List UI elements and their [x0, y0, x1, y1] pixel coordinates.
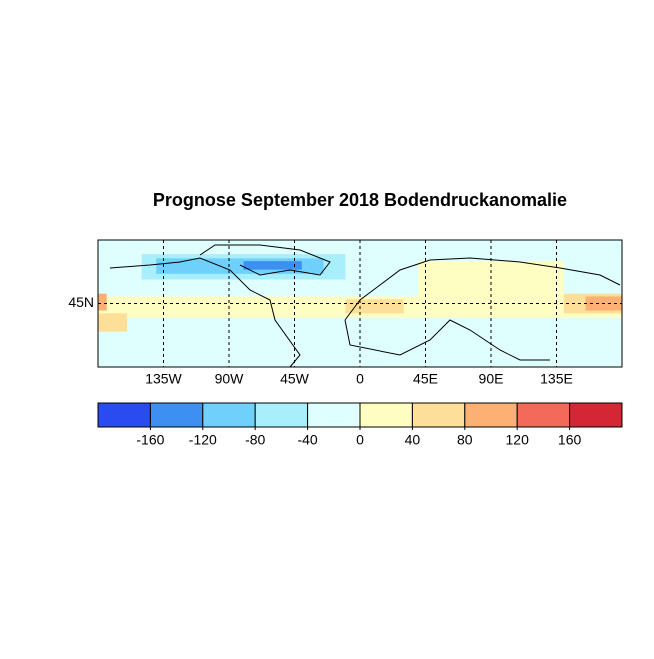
anomaly-patch	[418, 324, 477, 360]
colorbar-label: 120	[506, 432, 530, 448]
x-tick-label: 90E	[479, 371, 504, 387]
anomaly-patch	[345, 299, 404, 314]
anomaly-patch	[98, 293, 107, 311]
anomaly-patch	[243, 261, 302, 270]
y-tick-label: 45N	[68, 294, 94, 310]
colorbar-label: 40	[405, 432, 421, 448]
x-tick-label: 135E	[540, 371, 573, 387]
colorbar-swatch	[149, 402, 204, 428]
coastline	[344, 257, 621, 321]
chart-title: Prognose September 2018 Bodendruckanomal…	[153, 190, 567, 210]
map-frame	[97, 239, 623, 368]
colorbar-swatch	[254, 402, 309, 428]
colorbar-swatch	[516, 402, 571, 428]
colorbar-swatch	[411, 402, 466, 428]
colorbar-label: -120	[189, 432, 217, 448]
colorbar-swatch	[97, 402, 151, 428]
coastline	[109, 257, 301, 368]
colorbar-swatch	[202, 402, 256, 428]
coastline	[199, 244, 331, 276]
colorbar-label: 0	[356, 432, 364, 448]
coastlines	[109, 244, 621, 368]
colorbar-label: 160	[558, 432, 582, 448]
colorbar-label: 80	[457, 432, 473, 448]
colorbar-label: -80	[245, 432, 265, 448]
colorbar-label: -160	[136, 432, 164, 448]
colorbar-label: -40	[297, 432, 317, 448]
colorbar-swatch	[307, 402, 361, 428]
x-tick-label: 0	[356, 371, 364, 387]
anomaly-patch	[98, 313, 128, 332]
colorbar-swatch	[359, 402, 413, 428]
x-tick-label: 45W	[280, 371, 310, 387]
x-tick-label: 135W	[145, 371, 182, 387]
colorbar-swatch	[464, 402, 518, 428]
coastline	[344, 319, 550, 361]
colorbar-swatch	[569, 402, 623, 428]
x-tick-label: 90W	[215, 371, 245, 387]
x-tick-label: 45E	[413, 371, 438, 387]
